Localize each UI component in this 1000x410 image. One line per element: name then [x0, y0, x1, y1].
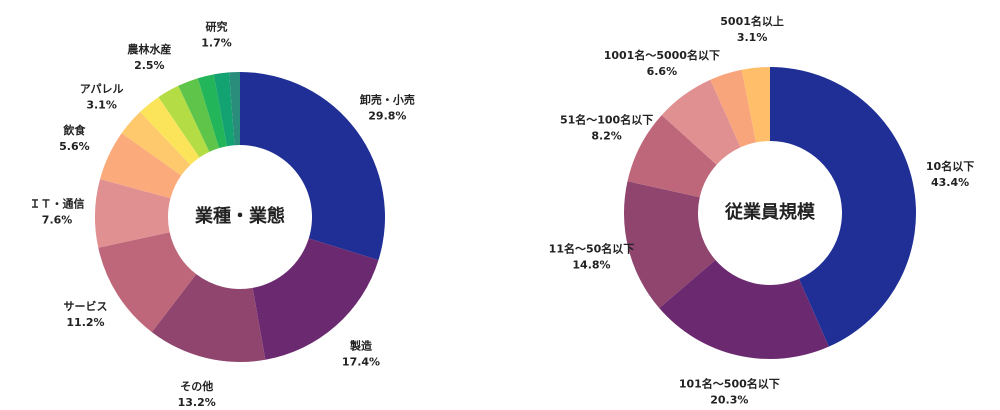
value-label: 3.1% [737, 31, 768, 44]
slice-label: 卸売・小売 [360, 93, 415, 107]
value-label: 2.5% [134, 59, 165, 72]
center-title: 従業員規模 [724, 201, 816, 223]
slice-label: 10名以下 [926, 159, 974, 173]
value-label: 20.3% [710, 393, 748, 406]
value-label: 3.1% [86, 98, 117, 111]
center-title: 業種・業態 [194, 205, 285, 227]
slice [710, 69, 757, 148]
slice [94, 179, 171, 248]
slice [741, 67, 770, 143]
slice-label: サービス [63, 299, 107, 313]
slice-label: ＩＴ・通信 [30, 196, 85, 210]
value-label: 17.4% [342, 355, 380, 368]
value-label: 6.6% [647, 65, 678, 78]
slice [100, 133, 182, 199]
slice [178, 78, 220, 152]
value-label: 11.2% [66, 316, 104, 329]
slice-label: 製造 [349, 338, 373, 352]
slice-label: 飲食 [62, 123, 86, 137]
slice-label: 5001名以上 [720, 14, 784, 28]
slice-label: 研究 [205, 20, 227, 34]
slice [661, 79, 741, 165]
slice [158, 85, 210, 158]
slice [121, 111, 191, 176]
slice [240, 72, 385, 261]
slice [659, 259, 829, 360]
value-label: 5.6% [59, 140, 90, 153]
slice [624, 181, 716, 309]
slice [98, 232, 197, 333]
slice [229, 72, 240, 146]
value-label: 43.4% [931, 176, 969, 189]
value-label: 7.6% [42, 213, 73, 226]
slice [151, 274, 266, 363]
slice-label: 農林水産 [127, 42, 171, 56]
value-label: 8.2% [591, 129, 622, 142]
value-label: 13.2% [178, 396, 216, 409]
slice-label: 11名～50名以下 [549, 242, 635, 256]
slice [140, 97, 200, 165]
slice-label: アパレル [80, 82, 124, 95]
slice [627, 115, 717, 198]
slice-label: その他 [180, 379, 213, 393]
value-label: 1.7% [201, 37, 232, 50]
slice [213, 72, 235, 147]
slice-label: 1001名～5000名以下 [604, 48, 720, 62]
value-label: 29.8% [368, 110, 406, 123]
slice [770, 67, 916, 347]
value-label: 14.8% [572, 259, 610, 272]
slice [252, 238, 379, 360]
slice [197, 74, 227, 149]
slice-label: 101名～500名以下 [679, 376, 780, 390]
slice-label: 51名～100名以下 [560, 112, 653, 126]
